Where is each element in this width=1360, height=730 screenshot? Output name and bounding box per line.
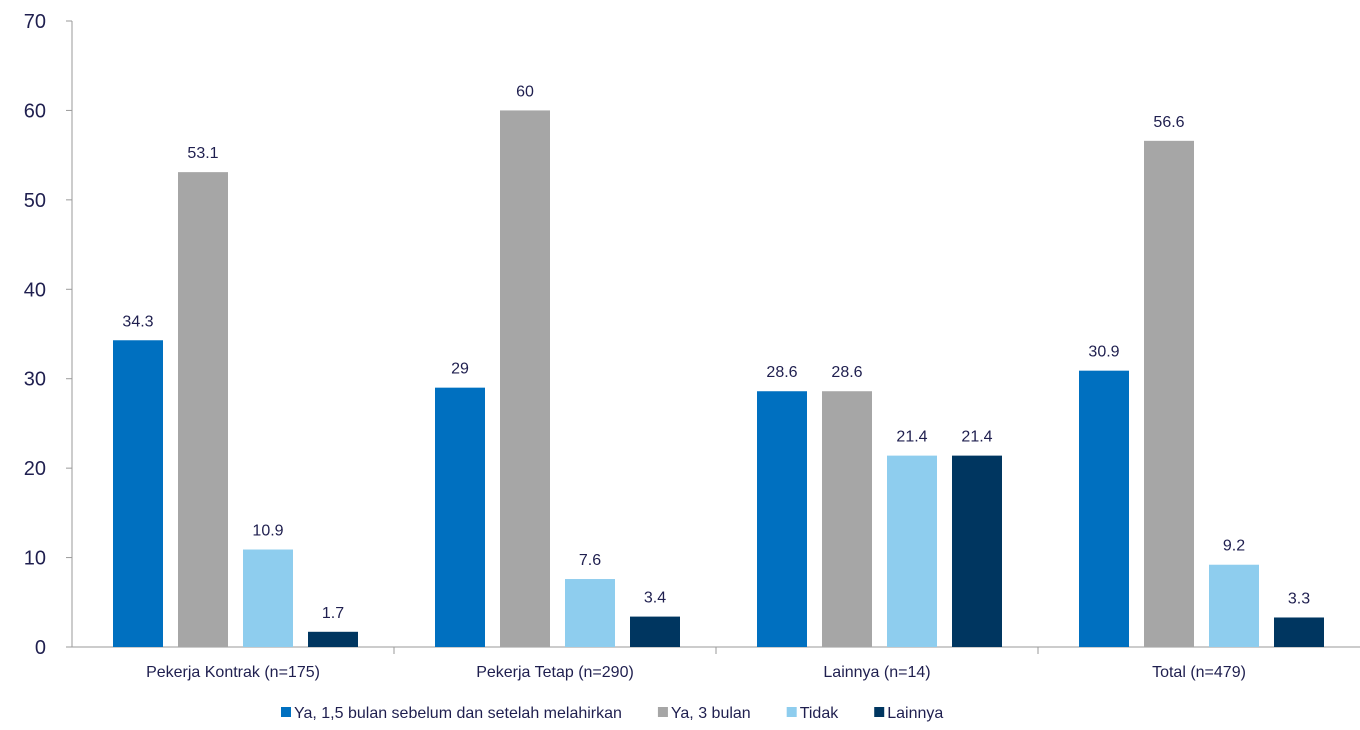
bar bbox=[1274, 617, 1324, 647]
legend-label: Tidak bbox=[800, 705, 840, 722]
legend: Ya, 1,5 bulan sebelum dan setelah melahi… bbox=[281, 705, 943, 722]
legend-swatch bbox=[874, 707, 885, 717]
data-label: 30.9 bbox=[1088, 344, 1119, 361]
data-label: 21.4 bbox=[961, 429, 992, 446]
legend-item: Tidak bbox=[786, 705, 840, 722]
bar bbox=[435, 387, 485, 647]
data-label: 7.6 bbox=[579, 552, 601, 569]
data-label: 34.3 bbox=[122, 313, 153, 330]
legend-label: Ya, 3 bulan bbox=[671, 705, 751, 722]
data-label: 10.9 bbox=[252, 523, 283, 540]
bar bbox=[822, 391, 872, 647]
legend-label: Ya, 1,5 bulan sebelum dan setelah melahi… bbox=[294, 705, 622, 722]
data-label: 29 bbox=[451, 361, 469, 378]
legend-swatch bbox=[786, 707, 797, 717]
x-tick-label: Pekerja Tetap (n=290) bbox=[476, 664, 634, 681]
bar bbox=[1144, 140, 1194, 647]
y-tick-label: 70 bbox=[24, 11, 46, 33]
data-label: 56.6 bbox=[1153, 114, 1184, 131]
data-label: 60 bbox=[516, 83, 534, 100]
data-label: 3.3 bbox=[1288, 590, 1310, 607]
bars bbox=[113, 110, 1324, 648]
bar bbox=[113, 340, 163, 647]
data-label: 3.4 bbox=[644, 590, 666, 607]
legend-label: Lainnya bbox=[887, 705, 943, 722]
legend-swatch bbox=[281, 707, 291, 717]
y-tick-label: 40 bbox=[24, 279, 46, 301]
bar bbox=[500, 110, 550, 647]
bar bbox=[178, 172, 228, 648]
data-label: 28.6 bbox=[766, 364, 797, 381]
bar bbox=[630, 616, 680, 647]
data-labels: 34.3 29 28.6 30.9 53.1 60 28.6 56.6 10.9 7.6 21.4 9… bbox=[122, 83, 1310, 621]
legend-item: Ya, 3 bulan bbox=[657, 705, 751, 722]
bar bbox=[243, 549, 293, 647]
bar bbox=[1079, 370, 1129, 647]
legend-item: Ya, 1,5 bulan sebelum dan setelah melahi… bbox=[281, 705, 622, 722]
data-label: 21.4 bbox=[896, 429, 927, 446]
y-tick-label: 10 bbox=[24, 548, 46, 570]
data-label: 28.6 bbox=[831, 364, 862, 381]
bar bbox=[308, 631, 358, 647]
data-label: 53.1 bbox=[187, 145, 218, 162]
x-tick-label: Lainnya (n=14) bbox=[823, 664, 930, 681]
bar bbox=[757, 391, 807, 647]
bar bbox=[952, 455, 1002, 647]
y-tick-label: 0 bbox=[35, 637, 46, 659]
y-tick-label: 30 bbox=[24, 369, 46, 391]
legend-item: Lainnya bbox=[874, 705, 943, 722]
y-tick-label: 60 bbox=[24, 100, 46, 122]
bar bbox=[887, 455, 937, 647]
y-tick-label: 20 bbox=[24, 458, 46, 480]
legend-swatch bbox=[657, 707, 668, 717]
x-tick-label: Pekerja Kontrak (n=175) bbox=[146, 664, 320, 681]
data-label: 1.7 bbox=[322, 605, 344, 622]
data-label: 9.2 bbox=[1223, 538, 1245, 555]
axes: 0 10 20 30 40 50 60 70 Pekerja Kontrak (n=175) Pe… bbox=[24, 11, 1360, 681]
bar bbox=[1209, 564, 1259, 647]
bar bbox=[565, 579, 615, 647]
y-tick-label: 50 bbox=[24, 190, 46, 212]
x-tick-label: Total (n=479) bbox=[1152, 664, 1246, 681]
